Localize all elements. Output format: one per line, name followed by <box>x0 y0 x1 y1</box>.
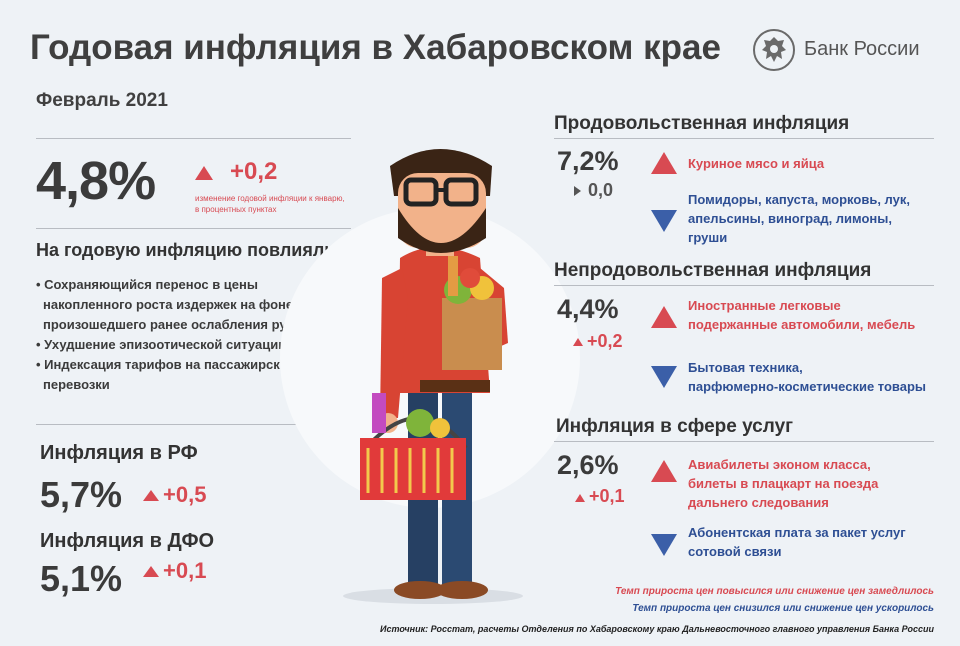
nonfood-up-items: Иностранные легковые подержанные автомоб… <box>688 296 915 334</box>
divider <box>554 138 934 139</box>
list-item: • Ухудшение эпизоотической ситуации <box>36 337 287 352</box>
up-triangle-icon <box>651 152 677 174</box>
divider <box>554 285 934 286</box>
services-delta: +0,1 <box>589 486 625 506</box>
divider <box>36 424 328 425</box>
divider <box>554 441 934 442</box>
list-item: парфюмерно-косметические товары <box>688 379 927 394</box>
list-item: груши <box>688 230 728 245</box>
page-title: Годовая инфляция в Хабаровском крае <box>30 28 721 67</box>
list-item: подержанные автомобили, мебель <box>688 317 916 332</box>
food-down-items: Помидоры, капуста, морковь, лук, апельси… <box>688 190 910 247</box>
no-change-icon <box>574 186 581 196</box>
list-item: апельсины, виноград, лимоны, <box>688 211 893 226</box>
food-heading: Продовольственная инфляция <box>554 113 850 134</box>
list-item: накопленного роста издержек на фоне <box>43 297 294 312</box>
food-value: 7,2% <box>557 146 619 176</box>
list-item: Куриное мясо и яйца <box>688 156 825 171</box>
rf-label: Инфляция в РФ <box>40 442 198 464</box>
nonfood-heading: Непродовольственная инфляция <box>554 260 872 281</box>
divider <box>36 228 351 229</box>
nonfood-down-items: Бытовая техника, парфюмерно-косметически… <box>688 358 926 396</box>
services-up-items: Авиабилеты эконом класса, билеты в плацк… <box>688 455 878 512</box>
main-inflation-value: 4,8% <box>36 151 156 211</box>
up-triangle-icon <box>573 338 583 346</box>
up-triangle-icon <box>195 166 213 180</box>
down-triangle-icon <box>651 366 677 388</box>
period-label: Февраль 2021 <box>36 90 168 111</box>
list-item: • Индексация тарифов на пассажирские <box>36 357 295 372</box>
food-delta: 0,0 <box>588 180 614 200</box>
list-item: произошедшего ранее ослабления рубля <box>43 317 311 332</box>
rf-value: 5,7% <box>40 474 123 515</box>
nonfood-delta: +0,2 <box>587 331 623 351</box>
list-item: • Сохраняющийся перенос в цены <box>36 277 258 292</box>
list-item: Бытовая техника, <box>688 360 803 375</box>
up-triangle-icon <box>143 490 159 501</box>
main-delta: +0,2 <box>230 158 278 185</box>
dfo-label: Инфляция в ДФО <box>40 530 215 552</box>
dfo-delta: +0,1 <box>163 558 207 583</box>
delta-caption: изменение годовой инфляции к январю, в п… <box>195 193 345 215</box>
food-up-items: Куриное мясо и яйца <box>688 154 824 173</box>
services-heading: Инфляция в сфере услуг <box>556 416 794 437</box>
delta-caption-line-1: изменение годовой инфляции к январю, <box>195 194 345 203</box>
divider <box>36 138 351 139</box>
list-item: сотовой связи <box>688 544 782 559</box>
source-note: Источник: Росстат, расчеты Отделения по … <box>380 624 934 634</box>
dfo-value: 5,1% <box>40 558 123 599</box>
delta-caption-line-2: в процентных пунктах <box>195 205 277 214</box>
list-item: билеты в плацкарт на поезда <box>688 476 879 491</box>
up-triangle-icon <box>143 566 159 577</box>
list-item: Авиабилеты эконом класса, <box>688 457 871 472</box>
list-item: Иностранные легковые <box>688 298 841 313</box>
bank-of-russia-logo <box>752 28 796 72</box>
factors-list: • Сохраняющийся перенос в цены накопленн… <box>36 275 310 395</box>
factors-heading: На годовую инфляцию повлияли: <box>36 240 342 260</box>
down-triangle-icon <box>651 534 677 556</box>
legend-red: Темп прироста цен повысился или снижение… <box>615 586 934 597</box>
list-item: Помидоры, капуста, морковь, лук, <box>688 192 910 207</box>
up-triangle-icon <box>651 306 677 328</box>
list-item: дальнего следования <box>688 495 829 510</box>
logo-text: Банк России <box>804 38 920 60</box>
rf-delta: +0,5 <box>163 482 207 507</box>
nonfood-value: 4,4% <box>557 294 619 324</box>
list-item: Абонентская плата за пакет услуг <box>688 525 906 540</box>
services-down-items: Абонентская плата за пакет услуг сотовой… <box>688 523 906 561</box>
legend-blue: Темп прироста цен снизился или снижение … <box>632 603 934 614</box>
up-triangle-icon <box>651 460 677 482</box>
list-item: перевозки <box>43 377 110 392</box>
shopper-illustration <box>270 118 580 608</box>
down-triangle-icon <box>651 210 677 232</box>
up-triangle-icon <box>575 494 585 502</box>
services-value: 2,6% <box>557 450 619 480</box>
